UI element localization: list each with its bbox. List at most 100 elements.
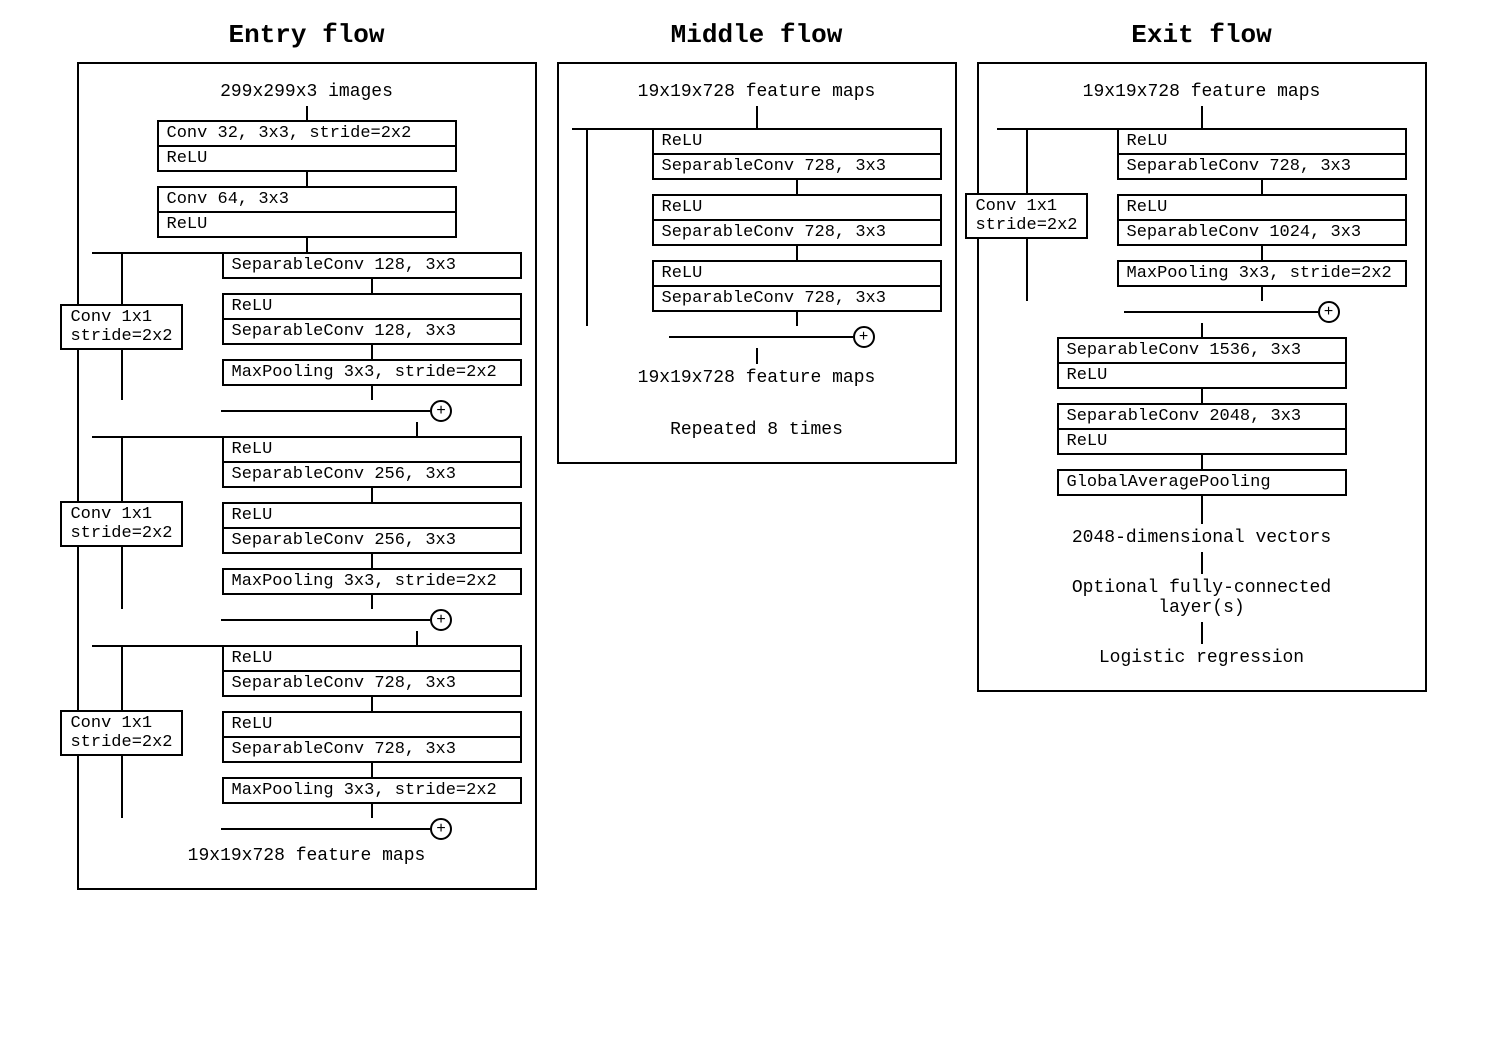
op-cell: MaxPooling 3x3, stride=2x2 xyxy=(224,779,520,802)
skip-line: Conv 1x1 xyxy=(70,308,172,327)
connector xyxy=(371,804,373,818)
merge-row: + xyxy=(161,818,452,840)
op-cell: ReLU xyxy=(224,438,520,461)
op-box: ReLU SeparableConv 728, 3x3 xyxy=(222,645,522,697)
entry-flow-frame: 299x299x3 images Conv 32, 3x3, stride=2x… xyxy=(77,62,537,890)
op-cell: ReLU xyxy=(654,130,940,153)
op-cell: SeparableConv 728, 3x3 xyxy=(224,736,520,761)
op-box: ReLU SeparableConv 728, 3x3 xyxy=(222,711,522,763)
skip-line: stride=2x2 xyxy=(70,733,172,752)
connector xyxy=(371,488,373,502)
merge-row: + xyxy=(161,400,452,422)
entry-flow-panel: Entry flow 299x299x3 images Conv 32, 3x3… xyxy=(77,20,537,890)
skip-branch: Conv 1x1 stride=2x2 xyxy=(997,128,1057,301)
op-cell: Conv 32, 3x3, stride=2x2 xyxy=(159,122,455,145)
op-box: ReLU SeparableConv 728, 3x3 xyxy=(652,260,942,312)
connector xyxy=(1057,128,1117,130)
connector xyxy=(306,172,308,186)
entry-res-block-2: Conv 1x1 stride=2x2 ReLU SeparableConv 7… xyxy=(92,645,522,818)
middle-flow-panel: Middle flow 19x19x728 feature maps ReLU … xyxy=(557,20,957,464)
connector xyxy=(756,106,758,128)
op-box: MaxPooling 3x3, stride=2x2 xyxy=(222,359,522,386)
connector xyxy=(152,252,222,254)
op-box: ReLU SeparableConv 728, 3x3 xyxy=(652,194,942,246)
middle-flow-title: Middle flow xyxy=(671,20,843,50)
entry-input-text: 299x299x3 images xyxy=(220,82,393,102)
op-cell: Conv 64, 3x3 xyxy=(159,188,455,211)
exit-tail-text-1: Optional fully-connected layer(s) xyxy=(1052,578,1352,618)
skip-branch xyxy=(572,128,602,326)
connector xyxy=(371,554,373,568)
plus-node-icon: + xyxy=(430,818,452,840)
connector xyxy=(371,595,373,609)
connector xyxy=(756,348,758,364)
op-cell: GlobalAveragePooling xyxy=(1059,471,1345,494)
entry-stem-box-1: Conv 64, 3x3 ReLU xyxy=(157,186,457,238)
op-box: ReLU SeparableConv 728, 3x3 xyxy=(1117,128,1407,180)
plus-node-icon: + xyxy=(853,326,875,348)
connector xyxy=(1201,106,1203,128)
skip-line: Conv 1x1 xyxy=(70,714,172,733)
connector xyxy=(416,422,418,436)
middle-repeat-note: Repeated 8 times xyxy=(670,420,843,440)
connector xyxy=(586,130,588,326)
op-cell: SeparableConv 728, 3x3 xyxy=(224,670,520,695)
entry-output-text: 19x19x728 feature maps xyxy=(188,846,426,866)
merge-row: + xyxy=(1064,301,1340,323)
exit-tail-box-2: GlobalAveragePooling xyxy=(1057,469,1347,496)
main-branch: ReLU SeparableConv 728, 3x3 ReLU Separab… xyxy=(1117,128,1407,301)
op-cell: SeparableConv 1536, 3x3 xyxy=(1059,339,1345,362)
exit-res-block: Conv 1x1 stride=2x2 ReLU SeparableConv 7… xyxy=(997,128,1407,301)
connector xyxy=(371,763,373,777)
skip-branch: Conv 1x1 stride=2x2 xyxy=(92,645,152,818)
connector xyxy=(1201,496,1203,524)
connector xyxy=(371,697,373,711)
op-cell: ReLU xyxy=(654,262,940,285)
main-branch: ReLU SeparableConv 256, 3x3 ReLU Separab… xyxy=(222,436,522,609)
connector xyxy=(796,180,798,194)
plus-node-icon: + xyxy=(430,609,452,631)
connector xyxy=(1201,323,1203,337)
exit-tail-text-0: 2048-dimensional vectors xyxy=(1072,528,1331,548)
connector xyxy=(1026,130,1028,193)
op-cell: SeparableConv 256, 3x3 xyxy=(224,461,520,486)
op-cell: SeparableConv 728, 3x3 xyxy=(654,219,940,244)
connector xyxy=(306,106,308,120)
connector xyxy=(1261,180,1263,194)
skip-line: stride=2x2 xyxy=(70,327,172,346)
connector xyxy=(1201,389,1203,403)
op-cell: ReLU xyxy=(224,295,520,318)
op-cell: MaxPooling 3x3, stride=2x2 xyxy=(224,570,520,593)
op-cell: ReLU xyxy=(654,196,940,219)
xception-architecture-diagram: Entry flow 299x299x3 images Conv 32, 3x3… xyxy=(20,20,1483,890)
op-cell: SeparableConv 128, 3x3 xyxy=(224,318,520,343)
skip-conv-box: Conv 1x1 stride=2x2 xyxy=(60,710,182,756)
main-branch: SeparableConv 128, 3x3 ReLU SeparableCon… xyxy=(222,252,522,400)
op-cell: MaxPooling 3x3, stride=2x2 xyxy=(224,361,520,384)
op-box: ReLU SeparableConv 1024, 3x3 xyxy=(1117,194,1407,246)
merge-row: + xyxy=(161,609,452,631)
skip-line: stride=2x2 xyxy=(70,524,172,543)
exit-input-text: 19x19x728 feature maps xyxy=(1083,82,1321,102)
skip-line: Conv 1x1 xyxy=(70,505,172,524)
op-cell: ReLU xyxy=(159,145,455,170)
connector xyxy=(152,436,222,438)
op-cell: ReLU xyxy=(224,713,520,736)
op-cell: SeparableConv 728, 3x3 xyxy=(1119,153,1405,178)
connector xyxy=(121,547,123,610)
connector xyxy=(152,645,222,647)
connector xyxy=(1201,552,1203,574)
connector xyxy=(371,345,373,359)
connector xyxy=(221,828,430,830)
connector xyxy=(1026,239,1028,302)
entry-stem-box-0: Conv 32, 3x3, stride=2x2 ReLU xyxy=(157,120,457,172)
op-box: ReLU SeparableConv 128, 3x3 xyxy=(222,293,522,345)
connector xyxy=(121,350,123,400)
connector xyxy=(121,438,123,501)
op-cell: SeparableConv 1024, 3x3 xyxy=(1119,219,1405,244)
skip-branch: Conv 1x1 stride=2x2 xyxy=(92,252,152,400)
connector xyxy=(1261,246,1263,260)
connector xyxy=(796,312,798,326)
middle-flow-frame: 19x19x728 feature maps ReLU SeparableCon… xyxy=(557,62,957,464)
middle-output-text: 19x19x728 feature maps xyxy=(638,368,876,388)
